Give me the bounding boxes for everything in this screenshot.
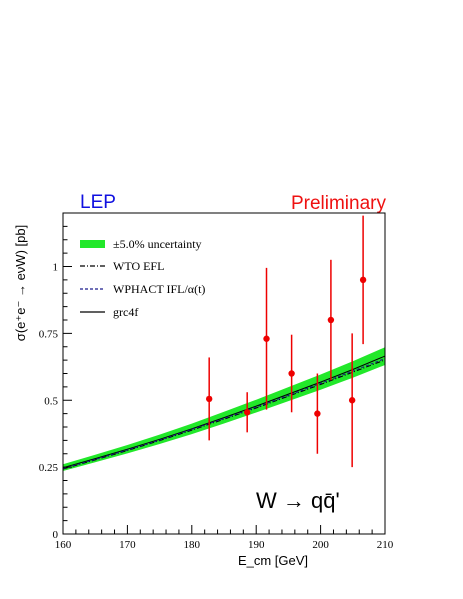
- preliminary-label: Preliminary: [291, 193, 387, 214]
- legend: ±5.0% uncertainty WTO EFL WPHACT IFL/α(t) g…: [80, 237, 205, 319]
- data-point-7: [348, 397, 356, 404]
- plot-area: 160 170 180 190 200 210 0 0.25 0.5 0.75 1: [39, 212, 394, 551]
- y-tick-label: 1: [53, 262, 59, 274]
- data-point-6: [327, 316, 335, 324]
- legend-wto-efl-label: WTO EFL: [113, 259, 164, 273]
- x-tick-label: 200: [312, 539, 329, 551]
- lep-label: LEP: [80, 192, 116, 213]
- legend-grc4f-label: grc4f: [113, 305, 138, 319]
- data-point-4: [288, 370, 295, 377]
- process-label: W → qq̄': [256, 488, 340, 513]
- data-point-2: [243, 409, 251, 416]
- y-tick-label: 0: [53, 529, 59, 541]
- data-point-8: [359, 276, 367, 284]
- data-point-3: [263, 335, 270, 342]
- legend-wphact-ifl-t-label: WPHACT IFL/α(t): [113, 282, 205, 296]
- data-point-5: [314, 410, 321, 417]
- uncertainty-band: [63, 347, 385, 471]
- y-tick-label: 0.75: [39, 328, 59, 340]
- x-axis-title: E_cm [GeV]: [238, 553, 308, 568]
- legend-5-0-uncertainty-label: ±5.0% uncertainty: [113, 237, 202, 251]
- y-tick-label: 0.5: [44, 395, 58, 407]
- y-axis-title: σ(e⁺e⁻ → eνW) [pb]: [13, 225, 28, 341]
- x-tick-label: 180: [184, 539, 201, 551]
- x-tick-label: 190: [248, 539, 265, 551]
- curve-wto-efl: [62, 359, 386, 470]
- x-tick-label: 170: [119, 539, 136, 551]
- x-tick-label: 160: [55, 539, 72, 551]
- y-tick-label: 0.25: [39, 462, 59, 474]
- data-point-1: [205, 395, 213, 403]
- legend-5-0-uncertainty-swatch: [80, 240, 105, 248]
- x-tick-label: 210: [377, 539, 394, 551]
